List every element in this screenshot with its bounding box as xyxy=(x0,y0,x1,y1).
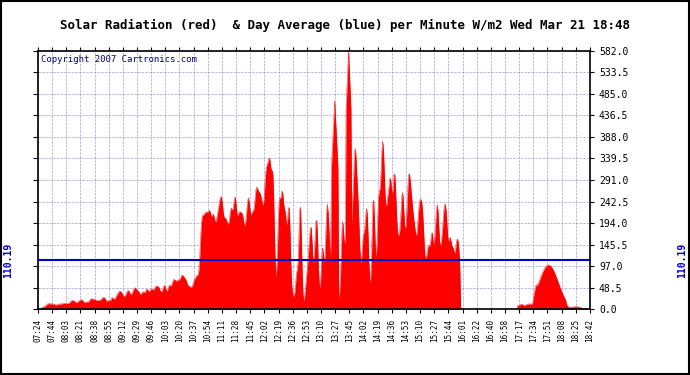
Text: Solar Radiation (red)  & Day Average (blue) per Minute W/m2 Wed Mar 21 18:48: Solar Radiation (red) & Day Average (blu… xyxy=(60,19,630,32)
Text: 110.19: 110.19 xyxy=(3,243,13,278)
Text: Copyright 2007 Cartronics.com: Copyright 2007 Cartronics.com xyxy=(41,54,197,63)
Text: 110.19: 110.19 xyxy=(677,243,687,278)
